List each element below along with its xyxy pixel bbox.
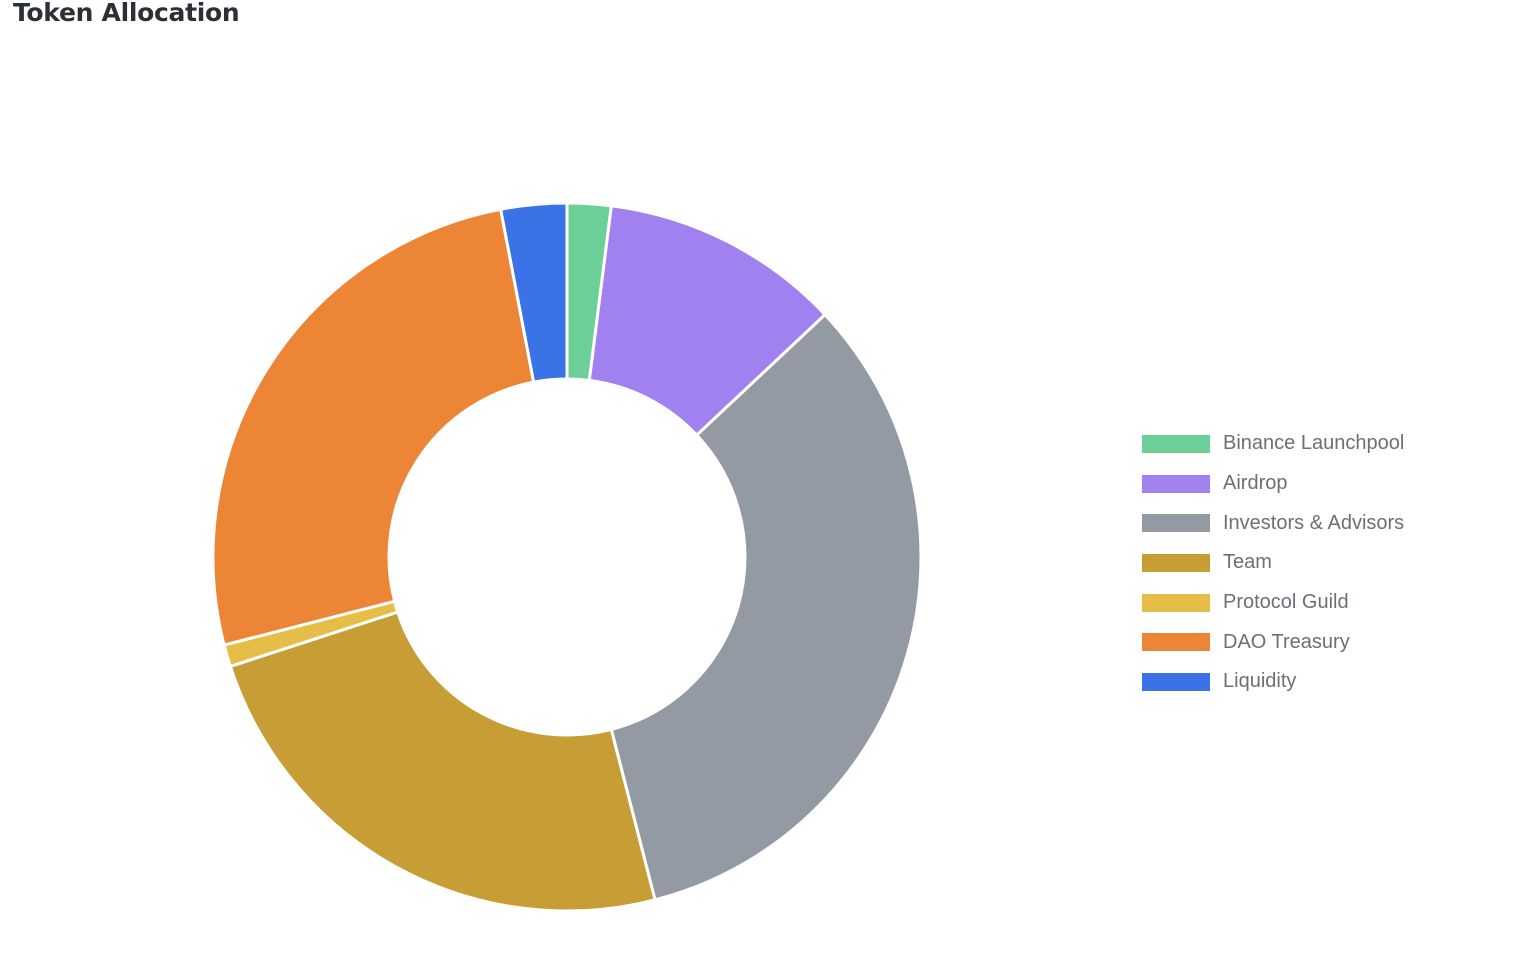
doughnut-slice-liquidity[interactable]	[498, 201, 569, 384]
legend-label: Investors & Advisors	[1223, 511, 1405, 534]
legend-item-binance-launchpool[interactable]: Binance Launchpool	[1142, 424, 1404, 464]
legend-label: Binance Launchpool	[1223, 432, 1405, 455]
legend-swatch	[1142, 633, 1210, 652]
legend-item-liquidity[interactable]: Liquidity	[1142, 662, 1404, 702]
legend-label: Airdrop	[1223, 472, 1288, 495]
legend-swatch	[1142, 514, 1210, 533]
legend-swatch	[1142, 672, 1210, 691]
legend-label: Liquidity	[1223, 670, 1297, 693]
legend-label: Protocol Guild	[1223, 591, 1349, 614]
legend-item-team[interactable]: Team	[1142, 543, 1404, 583]
doughnut-slice-investors-advisors[interactable]	[609, 312, 923, 902]
chart-legend: Binance Launchpool Airdrop Investors & Adv…	[1142, 424, 1404, 702]
legend-item-dao-treasury[interactable]: DAO Treasury	[1142, 622, 1404, 662]
legend-swatch	[1142, 434, 1210, 453]
legend-item-protocol-guild[interactable]: Protocol Guild	[1142, 583, 1404, 623]
legend-label: Team	[1223, 551, 1272, 574]
chart-title: Token Allocation	[13, 0, 240, 27]
legend-item-airdrop[interactable]: Airdrop	[1142, 464, 1404, 504]
doughnut-slice-dao-treasury[interactable]	[211, 207, 536, 647]
legend-item-investors-advisors[interactable]: Investors & Advisors	[1142, 503, 1404, 543]
legend-swatch	[1142, 474, 1210, 493]
legend-label: DAO Treasury	[1223, 630, 1350, 653]
legend-swatch	[1142, 593, 1210, 612]
legend-swatch	[1142, 553, 1210, 572]
doughnut-slice-team[interactable]	[228, 610, 657, 913]
